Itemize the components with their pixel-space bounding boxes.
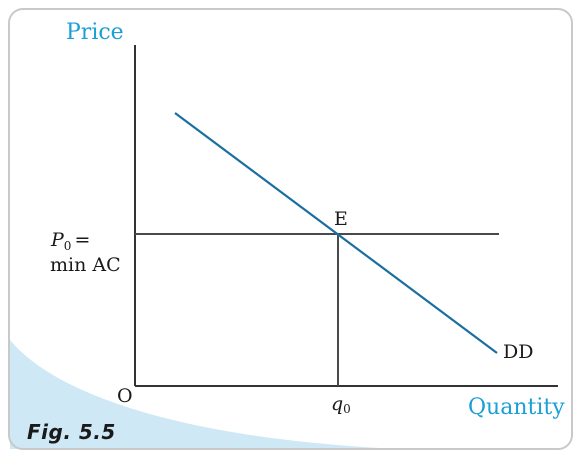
origin-label: O bbox=[117, 385, 133, 407]
demand-curve-label: DD bbox=[503, 341, 533, 363]
price-equals: = bbox=[74, 229, 90, 251]
quantity-level-label: q0 bbox=[331, 393, 351, 416]
price-subscript: 0 bbox=[64, 239, 72, 253]
quantity-symbol: q bbox=[331, 393, 343, 415]
point-e-label: E bbox=[334, 208, 348, 230]
frame-border bbox=[8, 8, 573, 450]
demand-curve bbox=[174, 112, 498, 354]
price-symbol: P bbox=[50, 229, 65, 251]
min-ac-label: min AC bbox=[50, 254, 121, 276]
x-axis-title: Quantity bbox=[468, 395, 565, 420]
price-level-label: P0 = bbox=[50, 229, 90, 253]
corner-wash bbox=[10, 340, 400, 449]
quantity-subscript: 0 bbox=[343, 402, 351, 416]
figure-caption: Fig. 5.5 bbox=[27, 420, 116, 444]
y-axis-title: Price bbox=[66, 20, 124, 45]
